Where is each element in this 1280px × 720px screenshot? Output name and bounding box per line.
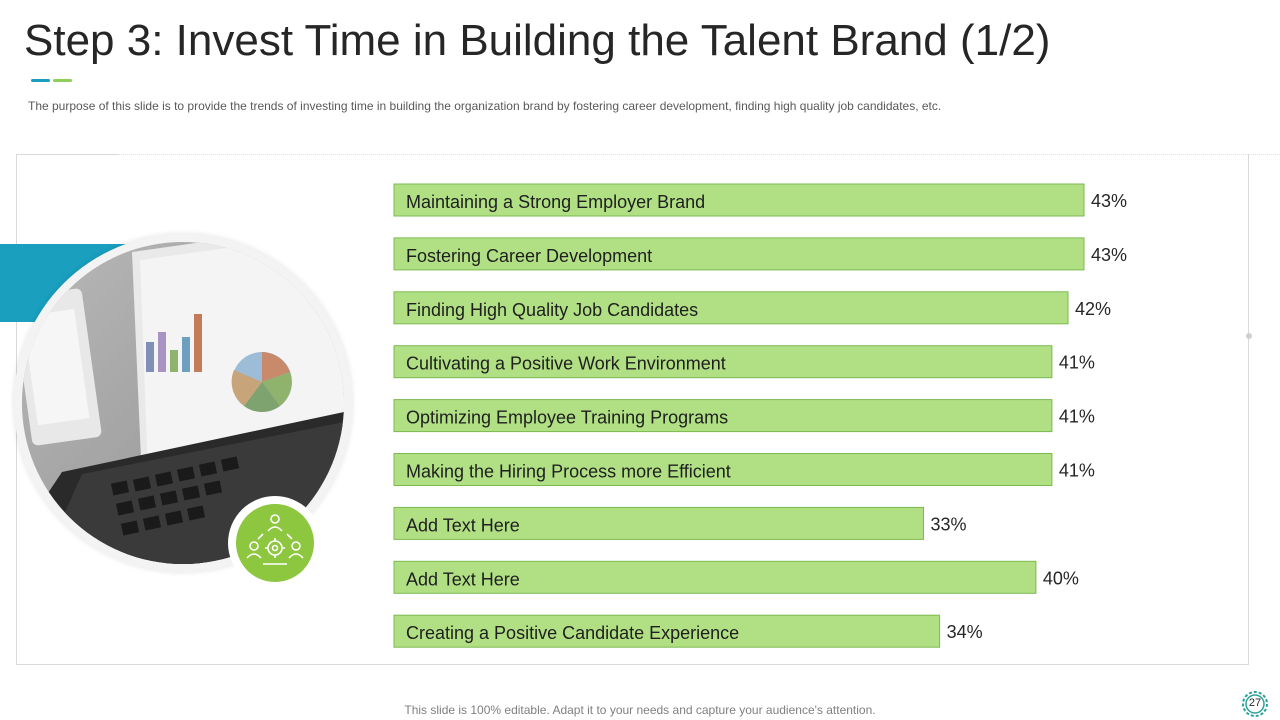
frame-top-dotted-line bbox=[118, 154, 1280, 155]
page-number: 27 bbox=[1240, 697, 1270, 709]
title-accent-teal bbox=[31, 79, 50, 82]
title-accent-green bbox=[53, 79, 72, 82]
frame-top-line bbox=[16, 154, 118, 155]
slide-title: Step 3: Invest Time in Building the Tale… bbox=[24, 16, 1050, 66]
slide-subtitle: The purpose of this slide is to provide … bbox=[28, 99, 941, 113]
team-gear-icon bbox=[236, 504, 314, 582]
footer-note: This slide is 100% editable. Adapt it to… bbox=[0, 703, 1280, 717]
frame-handle-dot bbox=[1246, 333, 1252, 339]
